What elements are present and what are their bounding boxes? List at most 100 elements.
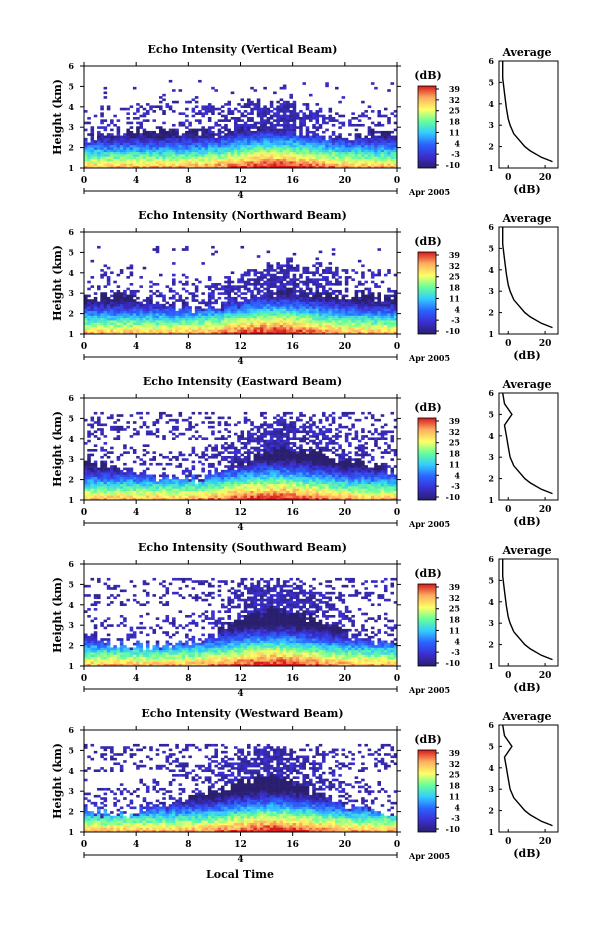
heatmap-cell [123, 318, 127, 321]
heatmap-cell [267, 159, 271, 162]
heatmap-cell [322, 297, 326, 300]
heatmap-cell [329, 163, 333, 166]
heatmap-cell [361, 115, 365, 118]
heatmap-cell [87, 479, 91, 482]
heatmap-cell [283, 154, 287, 157]
heatmap-cell [91, 495, 95, 498]
heatmap-cell [188, 470, 192, 473]
heatmap-cell [123, 143, 127, 146]
heatmap-cell [296, 140, 300, 143]
heatmap-cell [368, 297, 372, 300]
heatmap-cell [224, 292, 228, 295]
heatmap-cell [175, 133, 179, 136]
heatmap-cell [355, 320, 359, 323]
heatmap-cell [257, 322, 261, 325]
heatmap-cell [247, 290, 251, 293]
heatmap-cell [312, 154, 316, 157]
heatmap-cell [218, 481, 222, 484]
heatmap-cell [234, 149, 238, 152]
heatmap-cell [335, 299, 339, 302]
heatmap-cell [325, 309, 329, 312]
heatmap-cell [276, 110, 280, 113]
date-label: Apr 2005 [408, 187, 450, 197]
heatmap-cell [231, 451, 235, 454]
heatmap-cell [371, 129, 375, 132]
heatmap-cell [257, 329, 261, 332]
heatmap-cell [188, 428, 192, 431]
heatmap-cell [143, 472, 147, 475]
heatmap-cell [247, 131, 251, 134]
heatmap-cell [162, 495, 166, 498]
heatmap-cell [390, 156, 394, 159]
heatmap-cell [325, 292, 329, 295]
heatmap-cell [224, 136, 228, 139]
heatmap-cell [325, 154, 329, 157]
heatmap-cell [143, 304, 147, 307]
heatmap-cell [260, 309, 264, 312]
heatmap-cell [172, 311, 176, 314]
heatmap-cell [227, 149, 231, 152]
heatmap-cell [94, 163, 98, 166]
heatmap-cell [201, 325, 205, 328]
heatmap-cell [276, 143, 280, 146]
heatmap-cell [130, 313, 134, 316]
heatmap-cell [91, 417, 95, 420]
heatmap-cell [293, 145, 297, 148]
heatmap-cell [192, 426, 196, 429]
heatmap-cell [263, 283, 267, 286]
heatmap-cell [227, 297, 231, 300]
heatmap-cell [384, 295, 388, 298]
average-y-tick-label: 5 [488, 77, 494, 87]
heatmap-cell [381, 329, 385, 332]
heatmap-cell [179, 329, 183, 332]
heatmap-cell [152, 486, 156, 489]
heatmap-cell [260, 313, 264, 316]
heatmap-cell [227, 495, 231, 498]
heatmap-cell [214, 138, 218, 141]
heatmap-cell [175, 154, 179, 157]
heatmap-cell [244, 329, 248, 332]
heatmap-cell [322, 140, 326, 143]
heatmap-cell [143, 152, 147, 155]
heatmap-cell [371, 325, 375, 328]
heatmap-cell [172, 283, 176, 286]
heatmap-cell [250, 110, 254, 113]
heatmap-cell [185, 290, 189, 293]
heatmap-cell [227, 283, 231, 286]
heatmap-cell [231, 444, 235, 447]
heatmap-cell [94, 304, 98, 307]
heatmap-cell [299, 304, 303, 307]
heatmap-cell [351, 315, 355, 318]
heatmap-cell [113, 311, 117, 314]
heatmap-cell [205, 145, 209, 148]
heatmap-cell [257, 154, 261, 157]
heatmap-cell [257, 131, 261, 134]
heatmap-cell [345, 322, 349, 325]
heatmap-cell [335, 304, 339, 307]
heatmap-cell [166, 318, 170, 321]
heatmap-cell [139, 463, 143, 466]
heatmap-cell [97, 486, 101, 489]
heatmap-cell [309, 306, 313, 309]
heatmap-cell [241, 315, 245, 318]
heatmap-cell [250, 147, 254, 150]
heatmap-cell [254, 126, 258, 129]
heatmap-cell [267, 136, 271, 139]
heatmap-cell [267, 140, 271, 143]
heatmap-cell [381, 281, 385, 284]
heatmap-cell [221, 156, 225, 159]
heatmap-cell [283, 325, 287, 328]
heatmap-cell [208, 163, 212, 166]
heatmap-cell [97, 437, 101, 440]
heatmap-cell [355, 161, 359, 164]
heatmap-cell [342, 96, 346, 99]
heatmap-cell [286, 124, 290, 127]
heatmap-cell [234, 122, 238, 125]
heatmap-cell [107, 468, 111, 471]
heatmap-cell [179, 281, 183, 284]
heatmap-cell [384, 163, 388, 166]
heatmap-cell [84, 140, 88, 143]
heatmap-cell [247, 271, 251, 274]
heatmap-cell [247, 105, 251, 108]
heatmap-cell [120, 491, 124, 494]
